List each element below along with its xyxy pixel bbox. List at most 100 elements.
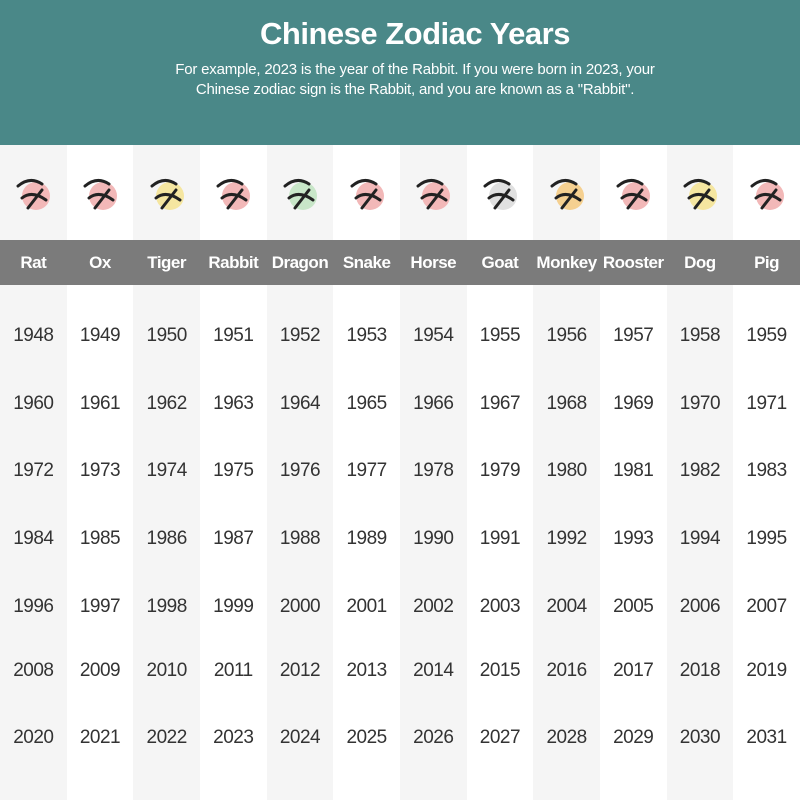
- year-cell: 1966: [413, 393, 454, 414]
- year-cell: 2002: [413, 596, 454, 617]
- year-cell: 1958: [679, 325, 721, 346]
- horse-ink-icon: [400, 145, 467, 240]
- year-cell: 2009: [79, 660, 121, 681]
- year-cell: 1951: [213, 325, 254, 346]
- year-cell: 2015: [479, 660, 521, 681]
- year-cell: 1980: [546, 460, 587, 481]
- year-cell: 2003: [479, 596, 521, 617]
- sign-label: Monkey: [533, 240, 600, 285]
- column-dragon: Dragon 1952 1964 1976 1988 2000 2012 2024: [266, 145, 334, 800]
- year-cell: 2027: [479, 727, 521, 748]
- header-banner: Chinese Zodiac Years For example, 2023 i…: [0, 0, 800, 145]
- year-cell: 1979: [479, 460, 521, 481]
- year-cell: 1984: [13, 528, 54, 549]
- subtitle-line-2: Chinese zodiac sign is the Rabbit, and y…: [195, 81, 635, 98]
- page-title: Chinese Zodiac Years: [260, 16, 570, 51]
- year-cell: 2016: [546, 660, 587, 681]
- goat-ink-icon: [467, 145, 534, 240]
- year-cell: 1982: [679, 460, 721, 481]
- year-cell: 1993: [613, 528, 654, 549]
- year-cell: 2008: [13, 660, 54, 681]
- year-cell: 2000: [279, 596, 321, 617]
- sign-label: Goat: [466, 240, 534, 285]
- year-cell: 1968: [546, 393, 587, 414]
- sign-label: Tiger: [133, 240, 200, 285]
- year-cell: 1971: [746, 393, 787, 414]
- year-cell: 1959: [746, 325, 787, 346]
- year-cell: 1998: [146, 596, 188, 617]
- year-cell: 1996: [13, 596, 54, 617]
- year-cell: 1963: [213, 393, 254, 414]
- year-cell: 2007: [746, 596, 787, 617]
- column-rabbit: Rabbit 1951 1963 1975 1987 1999 2011 2023: [199, 145, 267, 800]
- year-cell: 1975: [213, 460, 254, 481]
- year-cell: 1970: [679, 393, 721, 414]
- year-cell: 1999: [213, 596, 254, 617]
- year-cell: 1967: [479, 393, 521, 414]
- column-rooster: Rooster 1957 1969 1981 1993 2005 2017 2029: [599, 145, 667, 800]
- rabbit-ink-icon: [200, 145, 267, 240]
- zodiac-table: Rat 1948 1960 1972 1984 1996 2008 2020 Ox 1949 196…: [0, 145, 800, 800]
- sign-label: Ox: [66, 240, 134, 285]
- year-cell: 1990: [413, 528, 454, 549]
- year-cell: 1974: [146, 460, 188, 481]
- rat-ink-icon: [0, 145, 67, 240]
- year-cell: 1991: [479, 528, 521, 549]
- year-cell: 2023: [213, 727, 254, 748]
- pig-ink-icon: [733, 145, 800, 240]
- year-cell: 1969: [613, 393, 654, 414]
- year-cell: 1962: [146, 393, 188, 414]
- subtitle-line-1: For example, 2023 is the year of the Rab…: [175, 61, 655, 78]
- year-cell: 1948: [13, 325, 54, 346]
- column-dog: Dog 1958 1970 1982 1994 2006 2018 2030: [666, 145, 734, 800]
- year-cell: 2021: [79, 727, 121, 748]
- sign-label: Rabbit: [199, 240, 267, 285]
- year-cell: 1989: [346, 528, 387, 549]
- year-cell: 2024: [279, 727, 321, 748]
- column-horse: Horse 1954 1966 1978 1990 2002 2014 2026: [399, 145, 467, 800]
- rooster-ink-icon: [600, 145, 667, 240]
- column-snake: Snake 1953 1965 1977 1989 2001 2013 2025: [333, 145, 400, 800]
- year-cell: 1973: [79, 460, 121, 481]
- year-cell: 1977: [346, 460, 387, 481]
- column-rat: Rat 1948 1960 1972 1984 1996 2008 2020: [0, 145, 67, 800]
- year-cell: 1952: [279, 325, 321, 346]
- year-cell: 1987: [213, 528, 254, 549]
- subtitle: For example, 2023 is the year of the Rab…: [0, 60, 800, 100]
- year-cell: 1960: [13, 393, 54, 414]
- year-cell: 1985: [79, 528, 121, 549]
- snake-ink-icon: [333, 145, 400, 240]
- year-cell: 2020: [13, 727, 54, 748]
- year-cell: 1953: [346, 325, 387, 346]
- year-cell: 2022: [146, 727, 188, 748]
- year-cell: 2010: [146, 660, 188, 681]
- column-ox: Ox 1949 1961 1973 1985 1997 2009 2021: [66, 145, 134, 800]
- year-cell: 1964: [279, 393, 321, 414]
- year-cell: 2018: [679, 660, 721, 681]
- year-cell: 2017: [613, 660, 654, 681]
- year-cell: 2029: [613, 727, 654, 748]
- year-cell: 1976: [279, 460, 321, 481]
- year-cell: 2004: [546, 596, 587, 617]
- sign-label: Horse: [399, 240, 467, 285]
- ox-ink-icon: [67, 145, 134, 240]
- year-cell: 1965: [346, 393, 387, 414]
- year-cell: 2006: [679, 596, 721, 617]
- year-cell: 2026: [413, 727, 454, 748]
- year-cell: 1992: [546, 528, 587, 549]
- year-cell: 1978: [413, 460, 454, 481]
- year-cell: 2025: [346, 727, 387, 748]
- year-cell: 1957: [613, 325, 654, 346]
- sign-label: Snake: [333, 240, 400, 285]
- year-cell: 1995: [746, 528, 787, 549]
- year-cell: 1954: [413, 325, 454, 346]
- sign-label: Pig: [733, 240, 800, 285]
- year-cell: 1988: [279, 528, 321, 549]
- year-cell: 2011: [213, 660, 253, 681]
- sign-label: Dog: [666, 240, 734, 285]
- dragon-ink-icon: [267, 145, 334, 240]
- year-cell: 1981: [613, 460, 654, 481]
- sign-label: Rooster: [599, 240, 667, 285]
- year-cell: 2019: [746, 660, 787, 681]
- year-cell: 1972: [13, 460, 54, 481]
